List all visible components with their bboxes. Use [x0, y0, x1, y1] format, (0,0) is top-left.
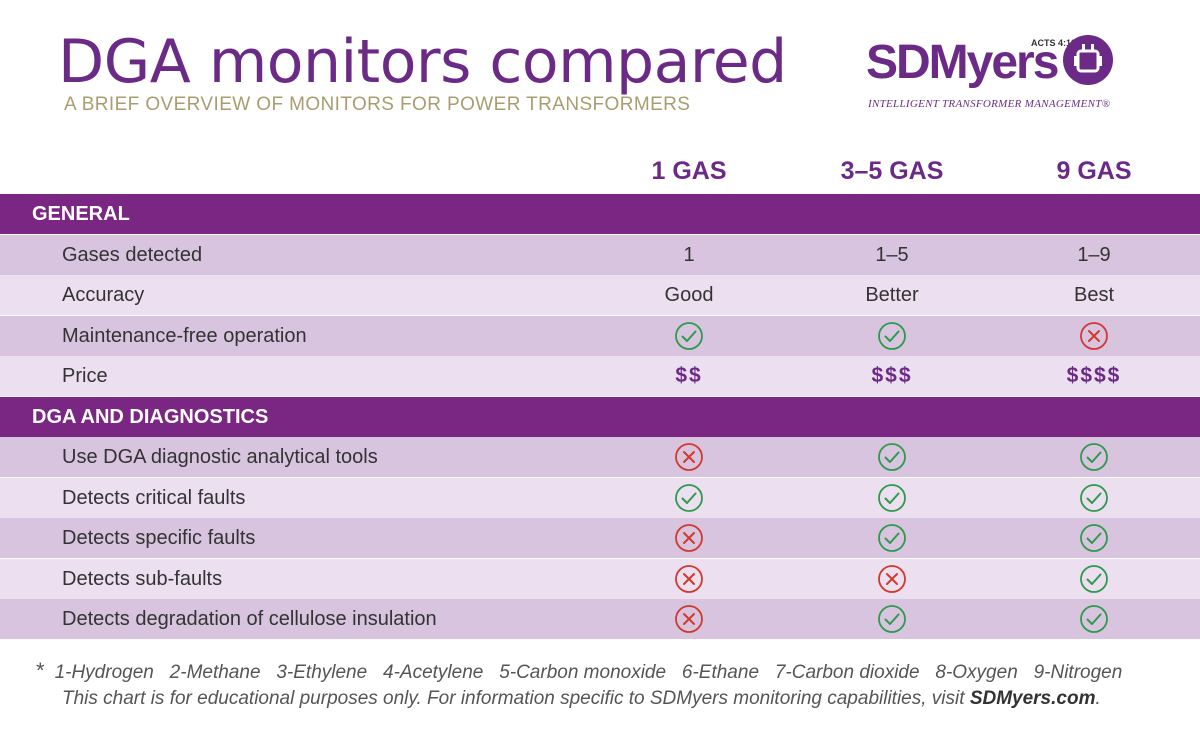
- section-title: DGA AND DIAGNOSTICS: [32, 406, 269, 428]
- table-cell: $$$: [782, 356, 1002, 396]
- check-icon: [1080, 565, 1108, 593]
- cross-icon: [675, 605, 703, 633]
- check-icon: [878, 443, 906, 471]
- row-label: Detects specific faults: [62, 527, 256, 549]
- logo-verse: ACTS 4:12: [1031, 38, 1077, 48]
- cell-value: 1–5: [875, 243, 909, 266]
- website-link[interactable]: SDMyers.com: [969, 688, 1096, 709]
- table-cell: [782, 518, 1002, 558]
- check-icon: [675, 322, 703, 350]
- cell-value: 1: [683, 243, 695, 266]
- table-cell: [984, 518, 1200, 558]
- row-label: Price: [62, 365, 108, 387]
- cell-value: $$: [675, 364, 703, 387]
- table-cell: $$$$: [984, 356, 1200, 396]
- cross-icon: [675, 443, 703, 471]
- row-label: Detects critical faults: [62, 487, 246, 509]
- table-cell: Better: [782, 275, 1002, 315]
- disclaimer-text: This chart is for educational purposes o…: [62, 688, 970, 709]
- row-label: Gases detected: [62, 244, 203, 266]
- cell-value: $$$: [871, 364, 913, 387]
- column-header-9-gas: 9 GAS: [1056, 157, 1132, 185]
- table-row: Maintenance-free operation: [0, 316, 1200, 356]
- plug-icon: [1063, 35, 1113, 85]
- check-icon: [878, 322, 906, 350]
- check-icon: [675, 484, 703, 512]
- logo-tagline: INTELLIGENT TRANSFORMER MANAGEMENT®: [868, 98, 1111, 110]
- table-row: Use DGA diagnostic analytical tools: [0, 437, 1200, 477]
- disclaimer: This chart is for educational purposes o…: [62, 688, 1101, 710]
- row-label: Detects sub-faults: [62, 568, 223, 590]
- table-cell: [782, 599, 1002, 639]
- table-cell: [984, 478, 1200, 518]
- check-icon: [1080, 524, 1108, 552]
- column-header-1-gas: 1 GAS: [651, 157, 727, 185]
- table-cell: [579, 559, 799, 599]
- cross-icon: [675, 565, 703, 593]
- table-cell: [984, 559, 1200, 599]
- section-header: GENERAL: [0, 194, 1200, 234]
- asterisk: *: [36, 658, 45, 683]
- cross-icon: [675, 524, 703, 552]
- page-subtitle: A BRIEF OVERVIEW OF MONITORS FOR POWER T…: [64, 94, 691, 115]
- cell-value: Best: [1073, 283, 1115, 306]
- table-cell: Good: [579, 275, 799, 315]
- cell-value: Better: [865, 283, 919, 306]
- table-row: Detects specific faults: [0, 518, 1200, 558]
- cross-icon: [1080, 322, 1108, 350]
- table-cell: [782, 437, 1002, 477]
- table-cell: [782, 478, 1002, 518]
- cell-value: Good: [664, 283, 714, 306]
- gas-footnote: * 1-Hydrogen 2-Methane 3-Ethylene 4-Acety…: [36, 658, 1122, 684]
- row-label: Use DGA diagnostic analytical tools: [62, 446, 378, 468]
- table-row: Price $$ $$$ $$$$: [0, 356, 1200, 396]
- check-icon: [1080, 605, 1108, 633]
- table-cell: [782, 559, 1002, 599]
- disclaimer-end: .: [1095, 688, 1101, 709]
- table-cell: 1: [579, 235, 799, 275]
- table-cell: Best: [984, 275, 1200, 315]
- table-cell: [782, 316, 1002, 356]
- table-row: Detects critical faults: [0, 478, 1200, 518]
- table-cell: [984, 316, 1200, 356]
- row-label: Detects degradation of cellulose insulat…: [62, 608, 437, 630]
- check-icon: [878, 524, 906, 552]
- table-cell: [579, 518, 799, 558]
- check-icon: [878, 484, 906, 512]
- table-row: Gases detected 1 1–5 1–9: [0, 235, 1200, 275]
- check-icon: [1080, 484, 1108, 512]
- page-title: DGA monitors compared: [58, 27, 787, 97]
- table-cell: [579, 478, 799, 518]
- table-cell: [579, 316, 799, 356]
- table-cell: 1–5: [782, 235, 1002, 275]
- table-cell: [579, 599, 799, 639]
- table-cell: $$: [579, 356, 799, 396]
- table-row: Accuracy Good Better Best: [0, 275, 1200, 315]
- check-icon: [878, 605, 906, 633]
- table-cell: [579, 437, 799, 477]
- table-cell: 1–9: [984, 235, 1200, 275]
- row-label: Maintenance-free operation: [62, 325, 307, 347]
- row-label: Accuracy: [62, 284, 145, 306]
- check-icon: [1080, 443, 1108, 471]
- cross-icon: [878, 565, 906, 593]
- gas-list: 1-Hydrogen 2-Methane 3-Ethylene 4-Acetyl…: [54, 662, 1123, 683]
- table-row: Detects degradation of cellulose insulat…: [0, 599, 1200, 639]
- table-row: Detects sub-faults: [0, 559, 1200, 599]
- section-header: DGA AND DIAGNOSTICS: [0, 397, 1200, 437]
- table-cell: [984, 599, 1200, 639]
- section-title: GENERAL: [32, 203, 130, 225]
- cell-value: 1–9: [1077, 243, 1111, 266]
- cell-value: $$$$: [1066, 364, 1122, 387]
- sdmyers-logo: SDMyers ACTS 4:12 INTELLIGENT TRANSFORME…: [866, 32, 1136, 116]
- table-cell: [984, 437, 1200, 477]
- column-header-3-5-gas: 3–5 GAS: [840, 157, 944, 185]
- logo-wordmark: SDMyers: [866, 36, 1059, 89]
